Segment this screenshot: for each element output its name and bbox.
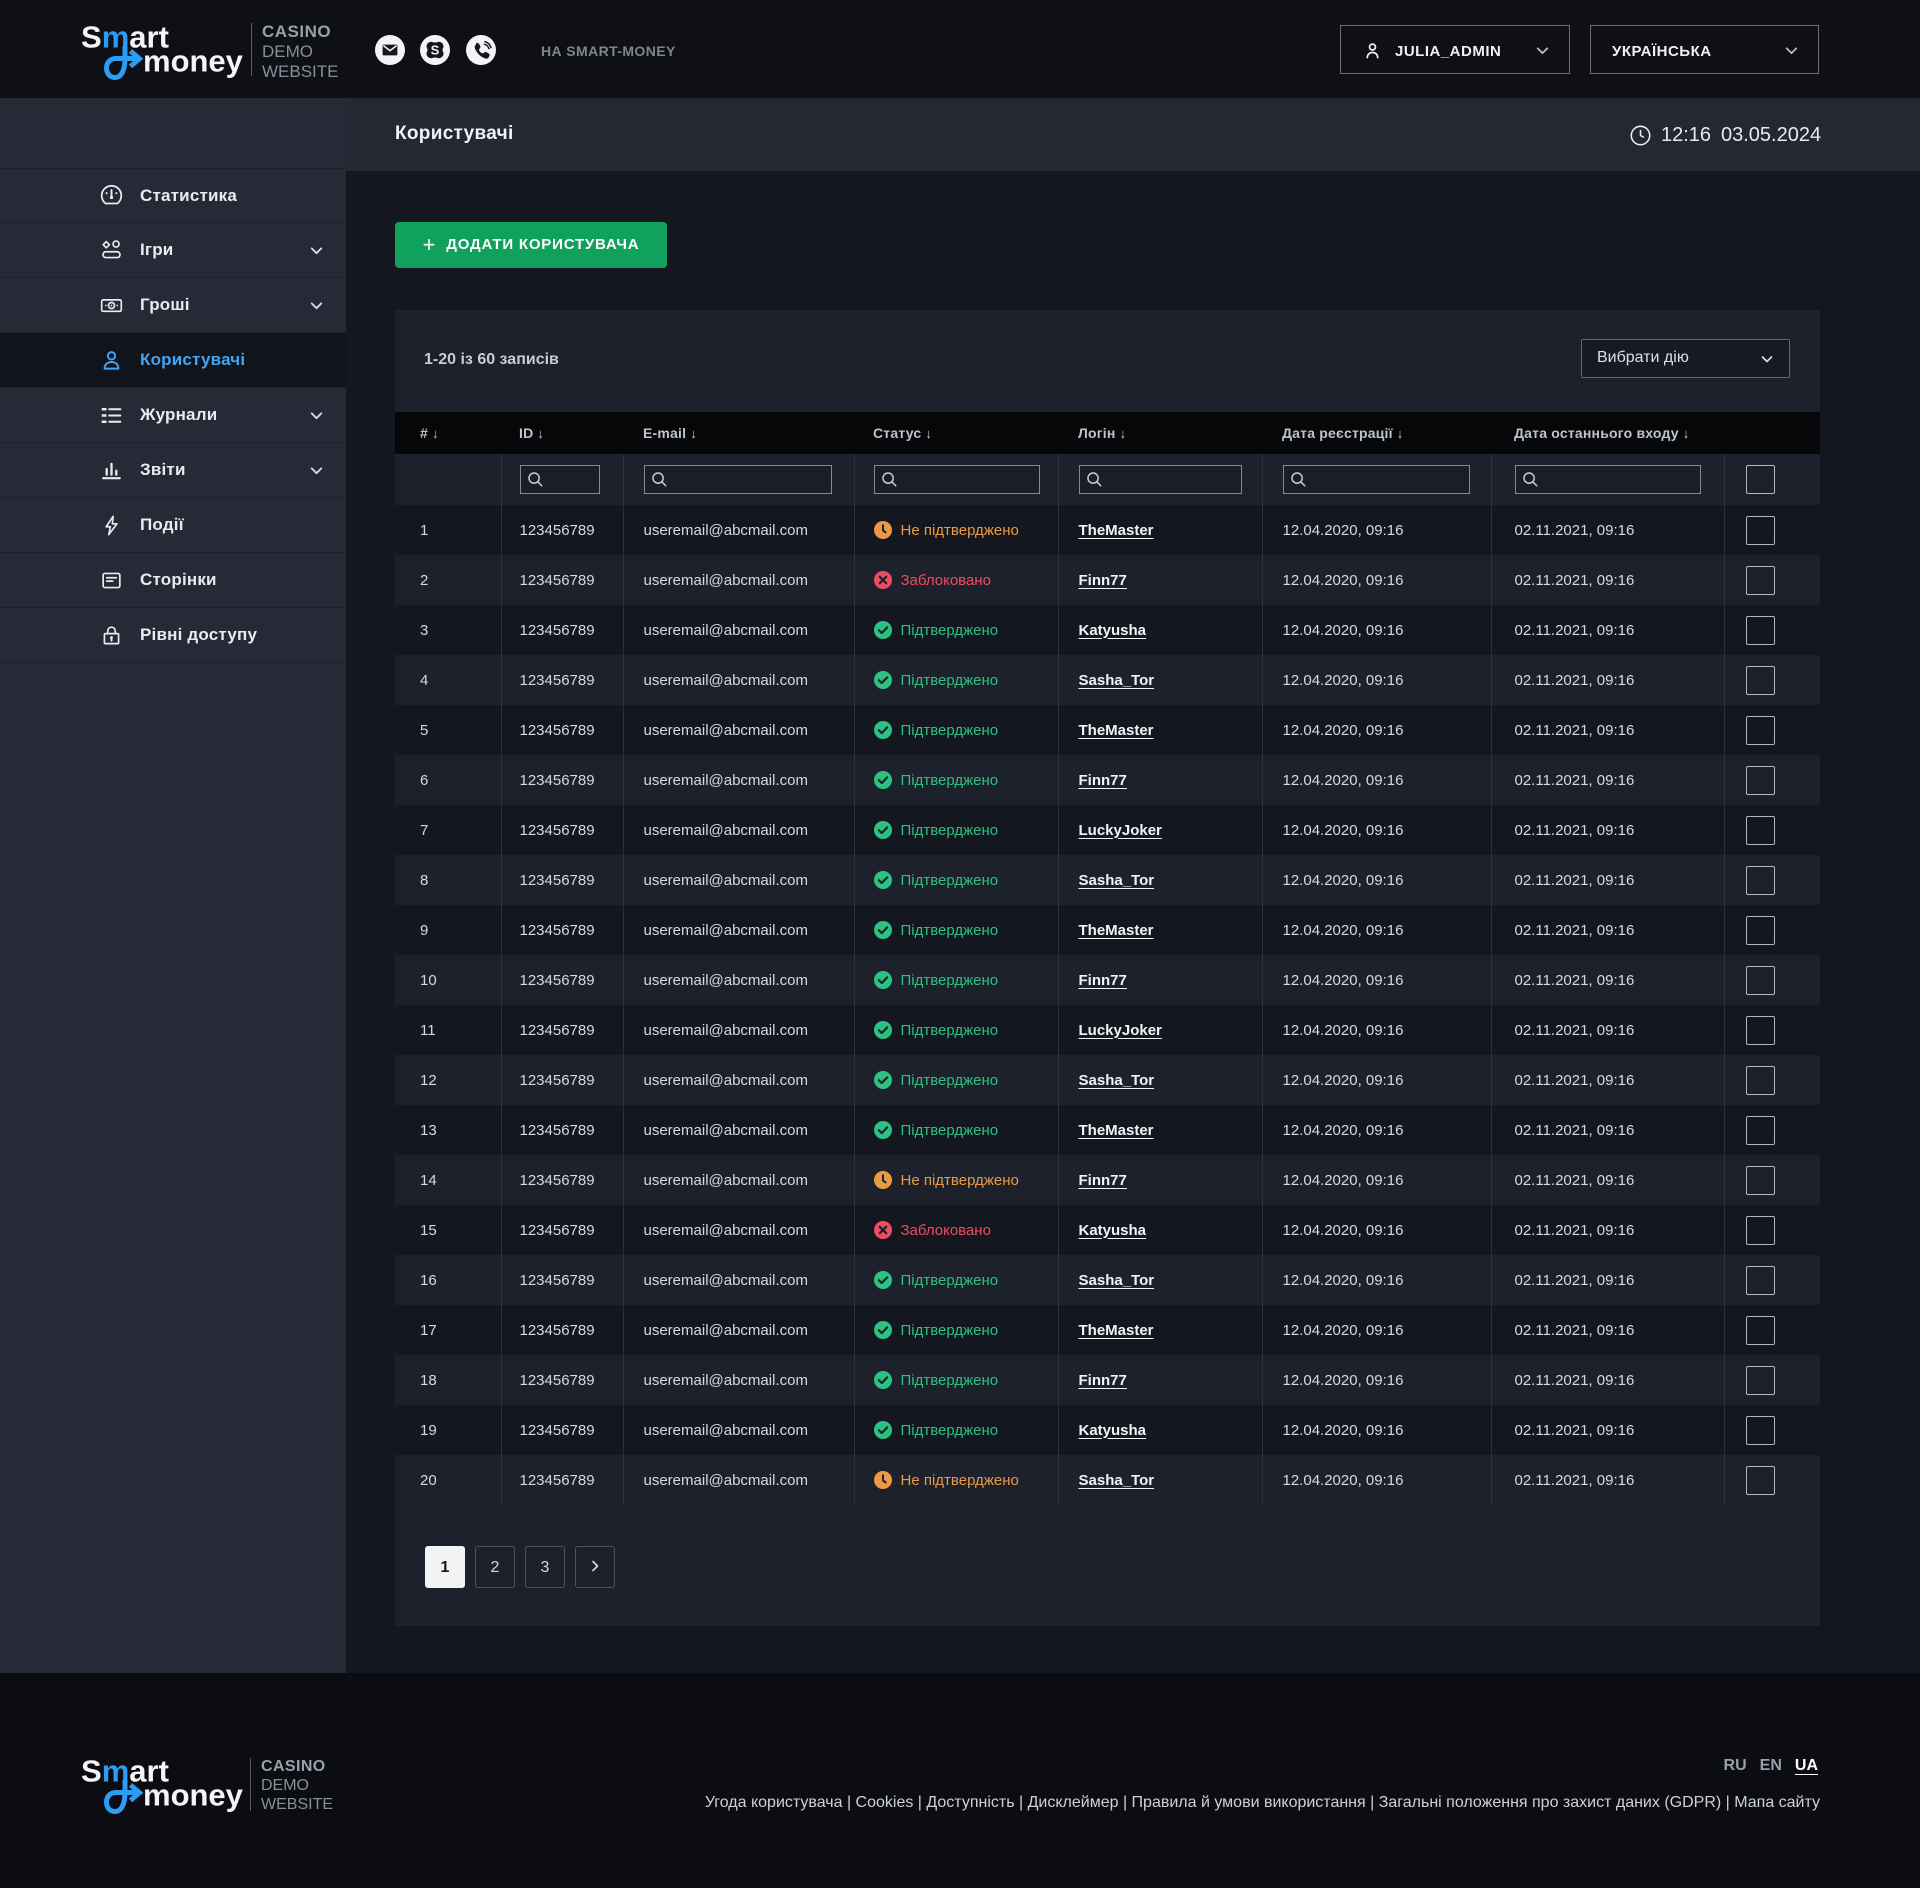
svg-text:Smart: Smart xyxy=(81,1756,169,1788)
svg-text:Smart: Smart xyxy=(81,22,169,54)
svg-text:money: money xyxy=(143,44,244,79)
svg-text:money: money xyxy=(143,1778,244,1813)
svg-text:S: S xyxy=(431,43,440,58)
